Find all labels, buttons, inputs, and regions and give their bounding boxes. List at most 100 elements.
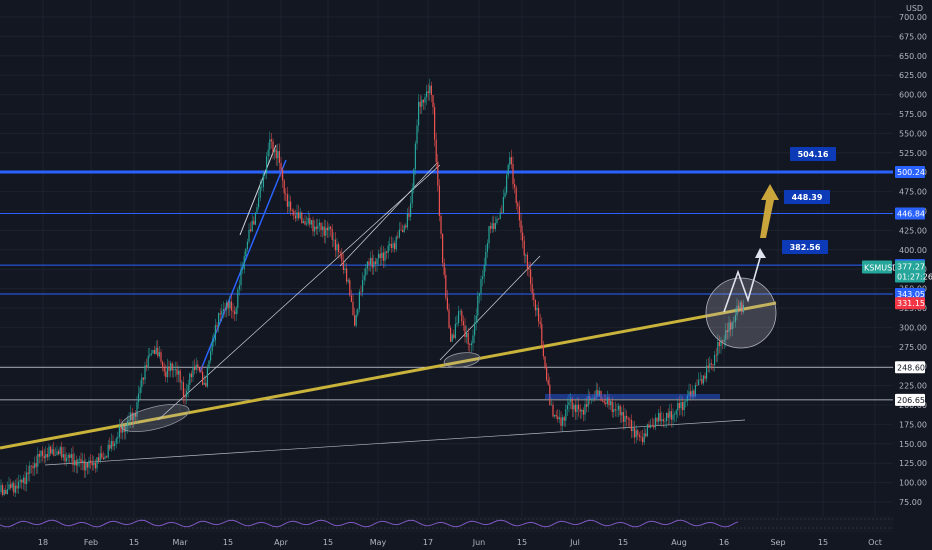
candle-body: [221, 311, 223, 315]
projection-arrowhead: [755, 248, 766, 258]
candle-body: [552, 404, 554, 417]
candle-body: [454, 324, 456, 339]
candle-body: [411, 188, 413, 204]
candle-body: [566, 405, 568, 410]
candle-body: [733, 321, 735, 323]
candle-body: [107, 444, 109, 458]
candle-body: [477, 295, 479, 316]
candle-body: [10, 484, 12, 488]
time-tick-label: Oct: [868, 538, 882, 547]
candle-body: [706, 365, 708, 379]
candle-body: [291, 210, 293, 211]
candle-body: [307, 217, 309, 224]
target-label: 448.39: [792, 193, 823, 202]
candle-body: [70, 453, 72, 458]
candle-body: [643, 433, 645, 443]
candle-body: [434, 107, 436, 140]
candle-body: [458, 311, 460, 323]
candle-body: [54, 454, 56, 456]
candle-body: [179, 370, 181, 383]
candle-body: [205, 382, 207, 387]
time-tick-label: 18: [38, 538, 48, 547]
candle-body: [709, 363, 711, 368]
candle-body: [416, 125, 418, 144]
rising-trendline-1: [157, 164, 441, 421]
candle-body: [266, 156, 268, 174]
candle-body: [546, 367, 548, 381]
candle-body: [587, 396, 589, 407]
candle-body: [456, 322, 458, 325]
candle-body: [626, 415, 628, 419]
candle-body: [574, 404, 576, 413]
candle-body: [211, 342, 213, 352]
candle-body: [459, 311, 461, 312]
candle-body: [382, 252, 384, 261]
candle-body: [98, 457, 100, 461]
candle-body: [491, 223, 493, 229]
candle-body: [445, 274, 447, 298]
candle-body: [414, 143, 416, 170]
candle-body: [50, 446, 52, 454]
candle-body: [315, 226, 317, 229]
candle-body: [642, 437, 644, 443]
candle-body: [715, 354, 717, 356]
candle-body: [602, 400, 604, 402]
candle-body: [562, 417, 564, 426]
candle-body: [523, 240, 525, 256]
time-axis[interactable]: 18 Feb 15 Mar 15 Apr 15 May 17 Jun 15 Jul 15 Aug 16 Sep…: [38, 538, 882, 547]
candle-body: [32, 465, 34, 469]
candle-body: [486, 243, 488, 252]
price-tick-label: 75.00: [899, 498, 922, 507]
price-tick-label: 675.00: [899, 32, 927, 41]
candle-body: [674, 414, 676, 415]
candle-body: [739, 302, 741, 309]
candle-body: [238, 285, 240, 290]
candle-body: [400, 229, 402, 231]
candle-body: [514, 184, 516, 188]
level-price-tag: [895, 393, 925, 406]
candle-body: [258, 198, 260, 208]
candle-body: [173, 369, 175, 371]
candle-body: [350, 295, 352, 302]
candle-body: [608, 397, 610, 406]
candle-body: [669, 411, 671, 418]
candle-body: [616, 409, 618, 411]
candle-body: [245, 248, 247, 257]
candle-body: [144, 365, 146, 380]
candle-body: [368, 261, 370, 265]
candle-body: [42, 450, 44, 456]
price-tick-label: 625.00: [899, 71, 927, 80]
level-price-tag: [895, 297, 925, 310]
candle-body: [648, 424, 650, 428]
candle-body: [235, 307, 237, 315]
time-tick-label: 15: [129, 538, 139, 547]
candle-body: [115, 438, 117, 444]
candle-body: [277, 151, 279, 159]
candle-body: [253, 220, 255, 225]
countdown-label: 01:27:26: [897, 272, 932, 281]
candle-body: [554, 415, 556, 417]
candle-body: [197, 364, 199, 368]
candle-body: [563, 417, 565, 421]
candle-body: [653, 425, 655, 428]
candle-body: [136, 402, 138, 417]
level-price-tag-label: 331.15: [897, 299, 925, 308]
candle-body: [278, 151, 280, 163]
candle-body: [536, 307, 538, 311]
candle-body: [490, 226, 492, 229]
candle-body: [557, 416, 559, 420]
time-tick-label: 15: [223, 538, 233, 547]
candle-body: [357, 309, 359, 315]
currency-label: USD: [906, 4, 923, 13]
candle-body: [8, 484, 10, 490]
candle-body: [187, 384, 189, 391]
candle-body: [712, 364, 714, 366]
current-price-label: 377.27: [897, 262, 925, 271]
candle-body: [347, 280, 349, 282]
time-tick-label: 15: [818, 538, 828, 547]
candle-body: [226, 302, 228, 310]
candle-body: [310, 220, 312, 225]
candle-body: [470, 343, 472, 345]
candle-body: [18, 481, 20, 489]
